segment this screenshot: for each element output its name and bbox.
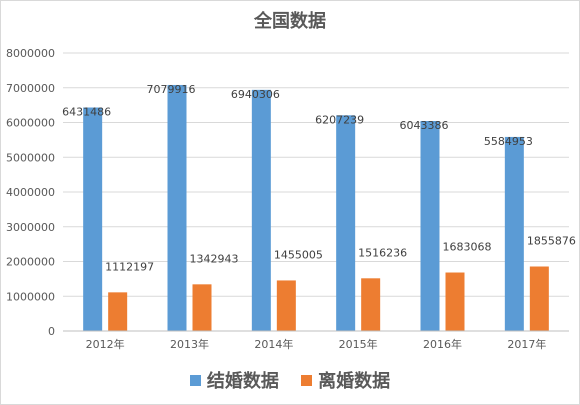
x-tick-label: 2016年 [423,337,462,351]
x-tick-label: 2012年 [86,337,125,351]
y-tick-label: 7000000 [6,82,55,95]
bar-marriage [504,136,524,331]
y-tick-label: 1000000 [6,290,55,303]
x-tick-label: 2015年 [339,337,378,351]
data-label-marriage: 6043386 [400,119,449,132]
data-label-divorce: 1855876 [527,235,576,248]
y-tick-label: 0 [48,325,55,338]
y-tick-label: 4000000 [6,186,55,199]
legend-item-marriage: 结婚数据 [189,367,279,393]
legend-label-marriage: 结婚数据 [206,371,279,392]
data-label-marriage: 6431486 [62,106,111,119]
bar-divorce [276,280,296,331]
legend-item-divorce: 离婚数据 [301,367,390,393]
legend: 结婚数据 离婚数据 [1,367,579,393]
data-label-divorce: 1516236 [358,246,407,259]
data-label-divorce: 1455005 [274,248,323,261]
legend-swatch-marriage [189,374,201,386]
data-label-divorce: 1112197 [105,260,154,273]
y-tick-label: 5000000 [6,151,55,164]
y-tick-label: 3000000 [6,221,55,234]
data-label-divorce: 1342943 [190,252,239,265]
data-label-marriage: 6940306 [231,88,280,101]
x-tick-label: 2013年 [170,337,209,351]
legend-label-divorce: 离婚数据 [318,371,391,392]
chart-title: 全国数据 [254,11,326,32]
data-label-marriage: 6207239 [315,113,364,126]
bar-divorce [445,272,465,331]
legend-swatch-divorce [301,374,313,386]
bar-marriage [167,84,187,331]
y-tick-label: 2000000 [6,256,55,269]
x-tick-label: 2017年 [507,337,546,351]
y-tick-label: 8000000 [6,47,55,60]
y-tick-label: 6000000 [6,117,55,130]
bar-divorce [192,284,212,331]
bar-divorce [361,278,381,331]
bar-divorce [108,292,128,331]
bar-marriage [251,89,271,331]
data-label-marriage: 7079916 [147,83,196,96]
data-label-divorce: 1683068 [443,241,492,254]
x-tick-label: 2014年 [254,337,293,351]
bar-marriage [420,120,440,331]
bar-marriage [83,107,103,331]
bar-marriage [336,115,356,331]
bar-divorce [529,266,549,331]
data-label-marriage: 5584953 [484,135,533,148]
